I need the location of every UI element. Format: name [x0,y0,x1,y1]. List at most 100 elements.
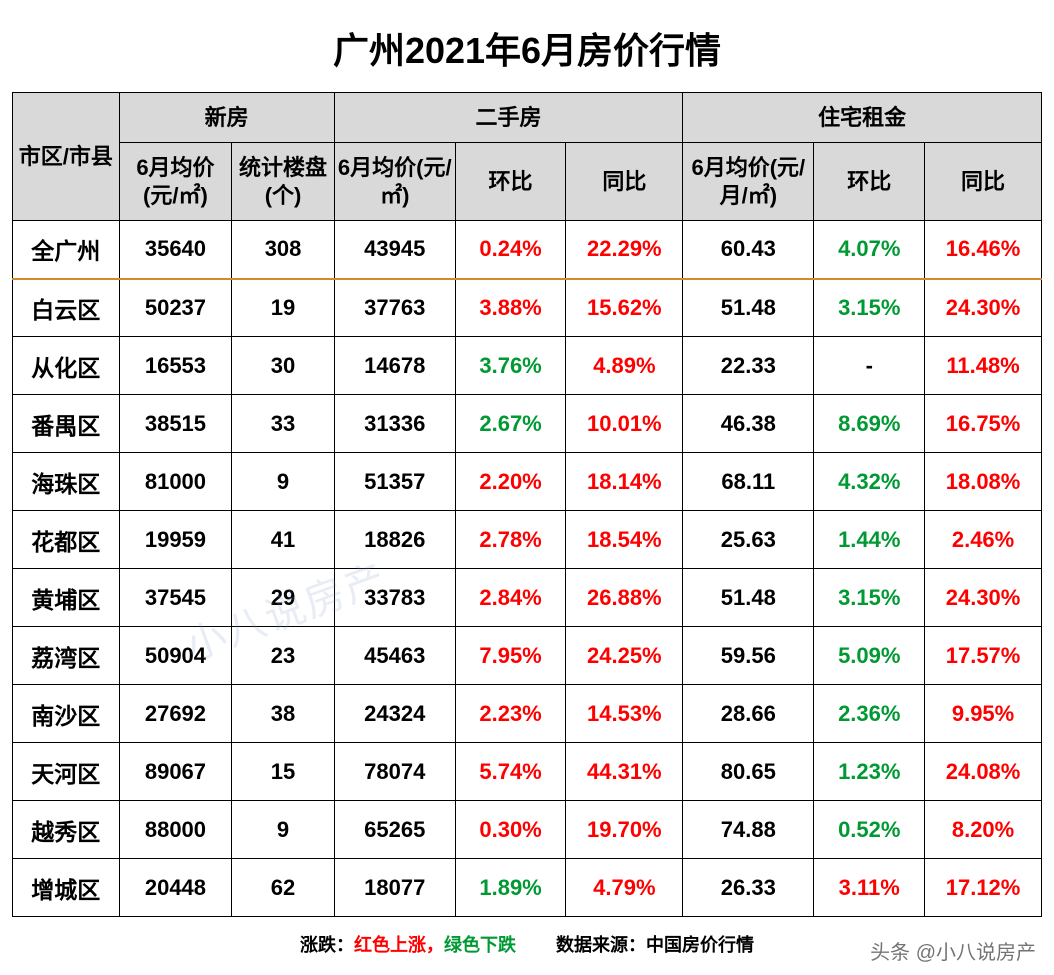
cell-district: 荔湾区 [13,627,120,685]
cell-second-mom: 0.30% [455,801,566,859]
cell-rent-yoy: 18.08% [925,453,1042,511]
cell-new-count: 41 [232,511,335,569]
cell-second-price: 78074 [334,743,455,801]
table-row: 南沙区2769238243242.23%14.53%28.662.36%9.95… [13,685,1042,743]
cell-rent-price: 46.38 [683,395,814,453]
cell-second-price: 45463 [334,627,455,685]
cell-rent-mom: 1.44% [814,511,925,569]
th-new-price: 6月均价(元/㎡) [119,143,232,221]
th-district: 市区/市县 [13,93,120,221]
cell-district: 从化区 [13,337,120,395]
cell-district: 海珠区 [13,453,120,511]
cell-rent-yoy: 24.08% [925,743,1042,801]
table-row: 全广州35640308439450.24%22.29%60.434.07%16.… [13,221,1042,279]
cell-second-price: 14678 [334,337,455,395]
th-group-rent: 住宅租金 [683,93,1042,143]
cell-second-yoy: 10.01% [566,395,683,453]
cell-second-price: 18826 [334,511,455,569]
table-row: 从化区1655330146783.76%4.89%22.33-11.48% [13,337,1042,395]
table-row: 天河区8906715780745.74%44.31%80.651.23%24.0… [13,743,1042,801]
cell-new-price: 88000 [119,801,232,859]
cell-second-yoy: 4.79% [566,859,683,917]
table-row: 黄埔区3754529337832.84%26.88%51.483.15%24.3… [13,569,1042,627]
cell-new-price: 50904 [119,627,232,685]
footer-source-label: 数据来源： [556,935,646,955]
cell-second-yoy: 19.70% [566,801,683,859]
price-table: 市区/市县 新房 二手房 住宅租金 6月均价(元/㎡) 统计楼盘(个) 6月均价… [12,92,1042,917]
cell-second-yoy: 15.62% [566,279,683,337]
cell-second-price: 33783 [334,569,455,627]
table-row: 越秀区880009652650.30%19.70%74.880.52%8.20% [13,801,1042,859]
table-row: 增城区2044862180771.89%4.79%26.333.11%17.12… [13,859,1042,917]
page-title: 广州2021年6月房价行情 [12,12,1042,92]
cell-rent-mom: 3.15% [814,569,925,627]
cell-second-price: 18077 [334,859,455,917]
cell-second-yoy: 18.54% [566,511,683,569]
cell-new-count: 15 [232,743,335,801]
table-row: 海珠区810009513572.20%18.14%68.114.32%18.08… [13,453,1042,511]
cell-second-price: 51357 [334,453,455,511]
footer-legend-label: 涨跌： [300,935,354,955]
cell-rent-mom: 0.52% [814,801,925,859]
cell-new-price: 27692 [119,685,232,743]
cell-second-yoy: 26.88% [566,569,683,627]
cell-new-price: 50237 [119,279,232,337]
cell-second-price: 65265 [334,801,455,859]
cell-new-count: 30 [232,337,335,395]
cell-new-count: 33 [232,395,335,453]
footer-legend-down: 绿色下跌 [444,935,516,955]
cell-new-price: 19959 [119,511,232,569]
cell-second-mom: 1.89% [455,859,566,917]
cell-new-price: 20448 [119,859,232,917]
th-second-mom: 环比 [455,143,566,221]
cell-new-price: 38515 [119,395,232,453]
cell-district: 黄埔区 [13,569,120,627]
cell-rent-mom: - [814,337,925,395]
cell-new-count: 9 [232,453,335,511]
th-rent-price: 6月均价(元/月/㎡) [683,143,814,221]
cell-second-yoy: 24.25% [566,627,683,685]
cell-second-mom: 2.23% [455,685,566,743]
cell-second-price: 37763 [334,279,455,337]
th-second-yoy: 同比 [566,143,683,221]
cell-second-price: 43945 [334,221,455,279]
th-second-price: 6月均价(元/㎡) [334,143,455,221]
cell-new-price: 89067 [119,743,232,801]
cell-rent-price: 28.66 [683,685,814,743]
cell-rent-price: 74.88 [683,801,814,859]
cell-rent-yoy: 17.12% [925,859,1042,917]
cell-rent-yoy: 8.20% [925,801,1042,859]
cell-rent-yoy: 24.30% [925,279,1042,337]
th-group-new: 新房 [119,93,334,143]
cell-rent-yoy: 24.30% [925,569,1042,627]
cell-rent-mom: 8.69% [814,395,925,453]
cell-second-yoy: 18.14% [566,453,683,511]
cell-district: 花都区 [13,511,120,569]
cell-second-mom: 2.20% [455,453,566,511]
cell-second-price: 24324 [334,685,455,743]
cell-second-yoy: 14.53% [566,685,683,743]
table-row: 荔湾区5090423454637.95%24.25%59.565.09%17.5… [13,627,1042,685]
footer-legend-up: 红色上涨， [354,935,444,955]
cell-rent-price: 51.48 [683,569,814,627]
cell-second-mom: 5.74% [455,743,566,801]
cell-second-mom: 3.76% [455,337,566,395]
cell-rent-price: 80.65 [683,743,814,801]
cell-rent-price: 68.11 [683,453,814,511]
cell-new-price: 16553 [119,337,232,395]
cell-rent-yoy: 16.46% [925,221,1042,279]
cell-district: 增城区 [13,859,120,917]
cell-district: 天河区 [13,743,120,801]
cell-second-mom: 3.88% [455,279,566,337]
cell-rent-price: 26.33 [683,859,814,917]
cell-district: 全广州 [13,221,120,279]
cell-new-count: 29 [232,569,335,627]
cell-rent-price: 59.56 [683,627,814,685]
cell-rent-mom: 4.32% [814,453,925,511]
cell-new-count: 9 [232,801,335,859]
cell-rent-price: 51.48 [683,279,814,337]
cell-second-mom: 2.78% [455,511,566,569]
cell-district: 白云区 [13,279,120,337]
cell-second-yoy: 22.29% [566,221,683,279]
cell-district: 南沙区 [13,685,120,743]
